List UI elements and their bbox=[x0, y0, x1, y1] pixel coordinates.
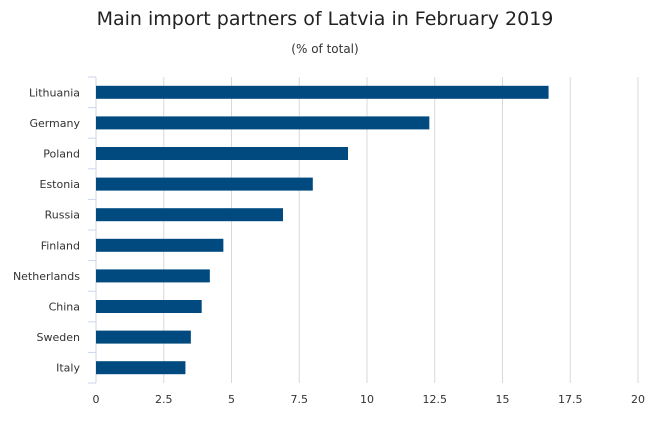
category-label: Sweden bbox=[37, 331, 80, 344]
category-label: Poland bbox=[43, 148, 80, 161]
category-label: Italy bbox=[56, 362, 80, 375]
x-tick-label: 12.5 bbox=[423, 393, 448, 406]
category-label: Lithuania bbox=[29, 86, 80, 99]
bar[interactable] bbox=[96, 177, 313, 191]
bar[interactable] bbox=[96, 208, 283, 222]
x-tick-label: 17.5 bbox=[558, 393, 583, 406]
x-tick-label: 5 bbox=[228, 393, 235, 406]
x-tick-label: 10 bbox=[360, 393, 374, 406]
x-tick-label: 2.5 bbox=[155, 393, 173, 406]
bar[interactable] bbox=[96, 269, 210, 283]
bar[interactable] bbox=[96, 85, 549, 99]
bar[interactable] bbox=[96, 116, 430, 130]
category-label: China bbox=[49, 301, 80, 314]
x-tick-label: 20 bbox=[631, 393, 645, 406]
x-tick-label: 15 bbox=[496, 393, 510, 406]
category-label: Germany bbox=[29, 117, 80, 130]
bar[interactable] bbox=[96, 238, 224, 252]
bar[interactable] bbox=[96, 147, 349, 160]
bar[interactable] bbox=[96, 300, 202, 313]
chart-title: Main import partners of Latvia in Februa… bbox=[96, 8, 554, 30]
x-tick-label: 0 bbox=[93, 393, 100, 406]
category-label: Russia bbox=[45, 209, 80, 222]
category-label: Netherlands bbox=[13, 270, 80, 283]
bar[interactable] bbox=[96, 361, 186, 375]
x-tick-label: 7.5 bbox=[291, 393, 309, 406]
category-label: Estonia bbox=[40, 178, 81, 191]
category-label: Finland bbox=[41, 239, 80, 252]
bar[interactable] bbox=[96, 330, 191, 344]
chart-subtitle: (% of total) bbox=[291, 42, 359, 56]
